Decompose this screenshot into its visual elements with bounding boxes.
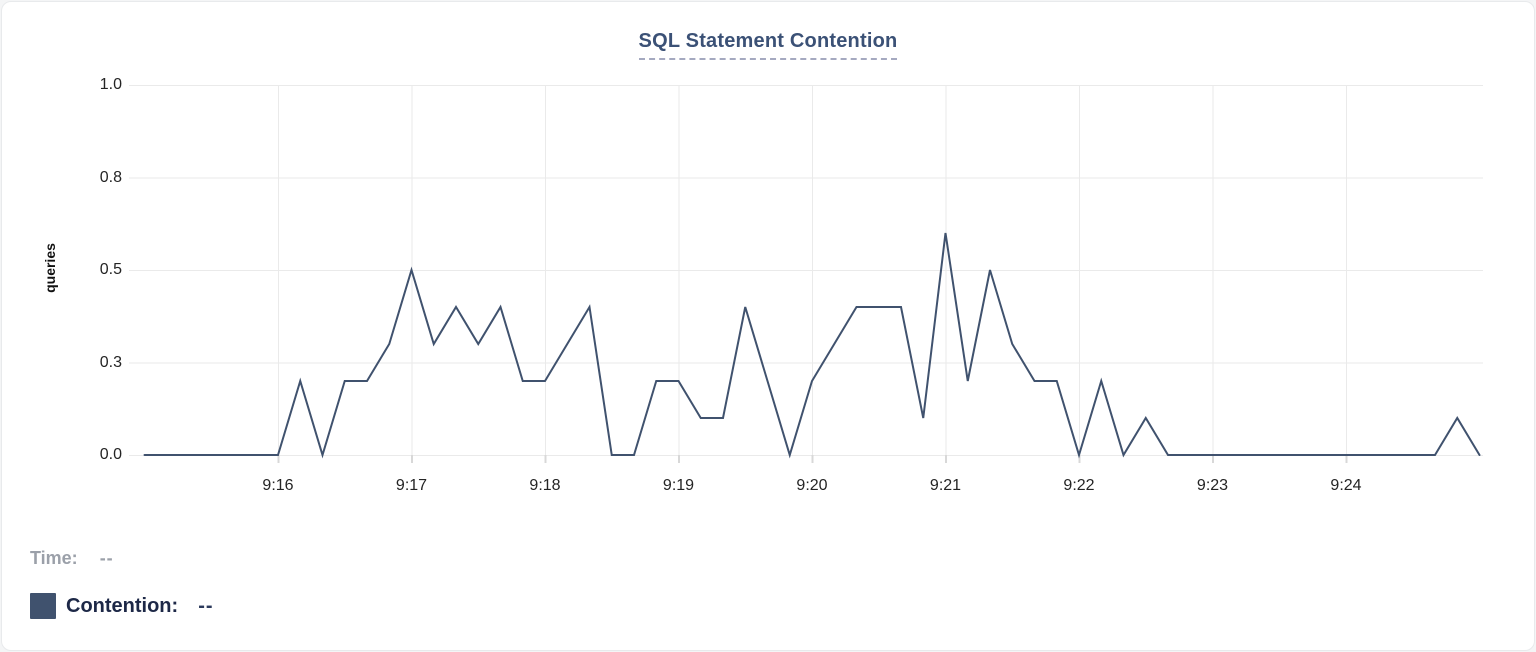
- y-tick-label: 0.8: [99, 168, 122, 186]
- x-tick-label: 9:16: [262, 477, 294, 494]
- x-tick-label: 9:20: [796, 477, 828, 494]
- legend-contention-row: Contention: --: [30, 592, 214, 620]
- legend-time-value: --: [99, 547, 114, 568]
- x-tick-label: 9:23: [1196, 477, 1229, 494]
- chart-legend: Time: -- Contention: --: [30, 546, 214, 620]
- chart-title[interactable]: SQL Statement Contention: [638, 30, 898, 60]
- x-tick-label: 9:19: [662, 477, 695, 494]
- legend-time-label: Time:: [30, 547, 78, 568]
- legend-contention-label: Contention:: [66, 594, 179, 617]
- series-line-contention: [143, 232, 1481, 459]
- legend-time-row: Time: --: [30, 546, 214, 570]
- y-tick-label: 0.5: [99, 261, 122, 278]
- x-tick-label: 9:18: [529, 477, 561, 494]
- legend-contention-value: --: [198, 594, 214, 617]
- x-tick-label: 9:22: [1063, 477, 1095, 494]
- y-tick-label: 0.3: [99, 353, 122, 371]
- x-tick-label: 9:24: [1330, 477, 1362, 494]
- x-tick-label: 9:17: [395, 477, 428, 494]
- chart-plot-area[interactable]: [129, 85, 1483, 475]
- x-tick-label: 9:21: [929, 477, 962, 494]
- chart-header: SQL Statement Contention: [2, 30, 1534, 60]
- legend-contention-swatch: [30, 593, 56, 619]
- y-tick-label: 0.0: [99, 446, 122, 463]
- y-tick-label: 1.0: [99, 76, 122, 93]
